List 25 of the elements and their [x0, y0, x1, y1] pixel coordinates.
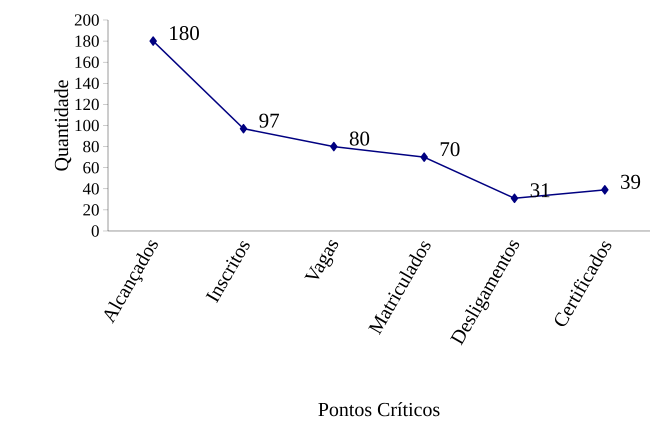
- point: [330, 142, 338, 152]
- data-label: 97: [259, 114, 280, 128]
- point: [601, 185, 609, 195]
- point: [420, 152, 428, 162]
- point: [510, 194, 518, 204]
- point: [149, 36, 157, 46]
- y-tick-label: 180: [76, 35, 99, 47]
- y-tick-label: 20: [83, 204, 99, 216]
- data-label: 80: [350, 132, 370, 146]
- y-tick-label: 160: [76, 56, 99, 68]
- data-label: 70: [440, 142, 460, 156]
- point: [240, 124, 248, 134]
- y-tick-label: 120: [76, 98, 99, 110]
- y-tick-label: 100: [76, 120, 99, 132]
- y-axis-title: Quantidade: [54, 80, 72, 171]
- y-tick-label: 0: [92, 225, 99, 237]
- y-tick-label: 60: [83, 162, 99, 174]
- data-label: 39: [621, 174, 640, 189]
- data-label: 31: [530, 183, 550, 198]
- y-tick-label: 140: [76, 78, 99, 90]
- data-label: 180: [170, 26, 199, 40]
- y-tick-label: 80: [83, 140, 99, 152]
- y-tick-label: 200: [74, 14, 99, 26]
- y-tick-label: 40: [82, 183, 99, 195]
- x-axis-title: Pontos Críticos: [318, 402, 440, 416]
